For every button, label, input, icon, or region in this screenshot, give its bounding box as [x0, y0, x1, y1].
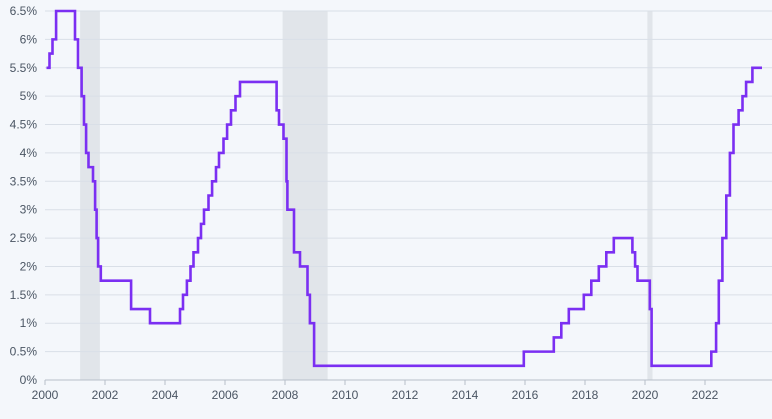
- gridlines: [45, 10, 772, 353]
- y-tick-label: 2%: [20, 259, 38, 273]
- x-tick-label: 2020: [632, 388, 659, 402]
- x-tick-label: 2000: [32, 388, 59, 402]
- y-tick-label: 6%: [20, 32, 38, 46]
- y-tick-label: 5.5%: [10, 61, 38, 75]
- y-tick-label: 6.5%: [10, 4, 38, 18]
- y-tick-label: 2.5%: [10, 231, 38, 245]
- series-line-0: [46, 9, 762, 368]
- y-tick-label: 4%: [20, 146, 38, 160]
- recession-bands: [80, 11, 653, 380]
- y-tick-label: 3%: [20, 203, 38, 217]
- recession-band-2: [647, 11, 653, 380]
- recession-band-1: [282, 11, 328, 380]
- y-tick-label: 0.5%: [10, 345, 38, 359]
- y-tick-label: 5%: [20, 89, 38, 103]
- x-tick-label: 2014: [452, 388, 479, 402]
- y-tick-label: 3.5%: [10, 174, 38, 188]
- series-layer: [46, 9, 762, 368]
- recession-band-0: [80, 11, 100, 380]
- y-tick-label: 0%: [20, 373, 38, 387]
- y-tick-label: 1.5%: [10, 288, 38, 302]
- x-tick-label: 2006: [212, 388, 239, 402]
- x-tick-label: 2004: [152, 388, 179, 402]
- x-tick-label: 2010: [332, 388, 359, 402]
- x-tick-label: 2018: [572, 388, 599, 402]
- x-tick-label: 2022: [692, 388, 719, 402]
- y-axis-ticks: 0% 0.5% 1% 1.5% 2% 2.5% 3% 3.5% 4% 4.5% 5% 5.5% 6% 6.…: [10, 4, 38, 387]
- y-tick-label: 4.5%: [10, 118, 38, 132]
- x-axis-ticks: 2000 2002 2004 2006 2008 2010 2012 2014 2016 2018…: [32, 380, 719, 402]
- x-tick-label: 2016: [512, 388, 539, 402]
- x-tick-label: 2002: [92, 388, 119, 402]
- y-tick-label: 1%: [20, 316, 38, 330]
- x-tick-label: 2012: [392, 388, 419, 402]
- x-tick-label: 2008: [272, 388, 299, 402]
